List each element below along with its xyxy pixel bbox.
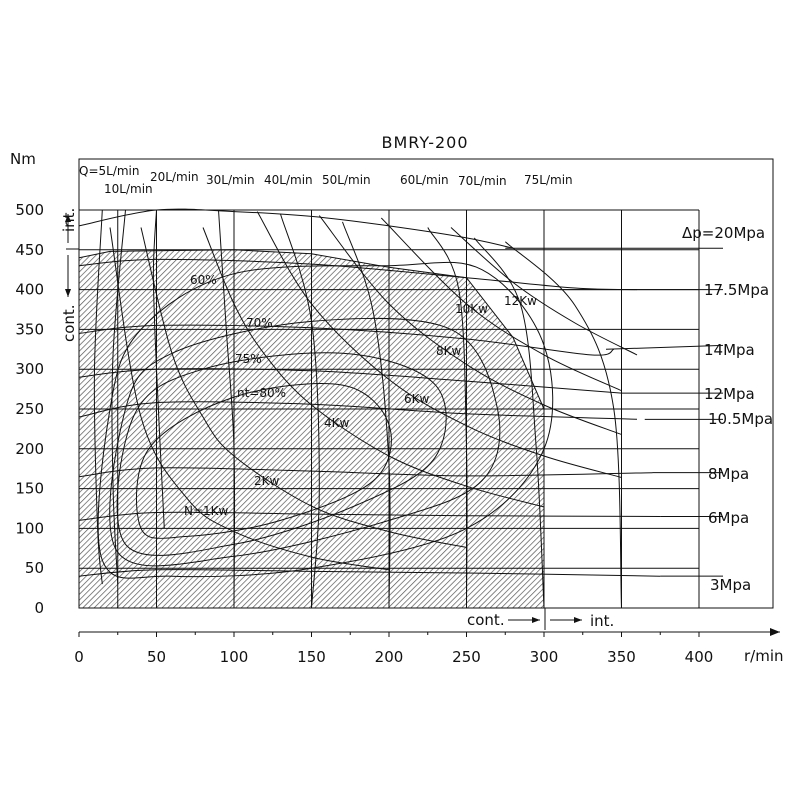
flow-label-70: 70L/min — [458, 174, 507, 188]
efficiency-label-60: 60% — [190, 273, 217, 287]
y-tick-label: 450 — [15, 241, 44, 259]
pressure-line — [78, 324, 615, 356]
power-line — [140, 227, 467, 548]
efficiency-contour — [116, 352, 447, 556]
x-axis-arrow — [770, 628, 780, 636]
power-line — [380, 217, 622, 392]
y-tick-label: 150 — [15, 480, 44, 498]
efficiency-contour — [135, 383, 392, 539]
flow-line — [152, 209, 165, 529]
efficiency-label-75: 75% — [235, 352, 262, 366]
flow-line — [111, 209, 126, 585]
power-lines — [109, 211, 638, 571]
efficiency-label-80: nt=80% — [237, 386, 286, 400]
power-labels: N=1Kw 2Kw 4Kw 6Kw 8Kw 10Kw 12Kw — [184, 294, 537, 518]
flow-line — [93, 209, 103, 585]
cont-speed-arrowhead — [532, 617, 540, 623]
pressure-leader — [605, 344, 724, 350]
power-label-4: 4Kw — [324, 416, 350, 430]
y-tick-label: 100 — [15, 519, 44, 537]
efficiency-contours — [97, 261, 554, 579]
y-tick-labels: 0 50 100 150 200 250 300 350 400 450 500 — [15, 201, 44, 617]
efficiency-labels: 60% 70% 75% nt=80% — [190, 273, 286, 400]
flow-line — [218, 209, 236, 609]
power-label-10: 10Kw — [455, 302, 488, 316]
y-tick-label: 250 — [15, 400, 44, 418]
pressure-label-20: Δp=20Mpa — [682, 224, 765, 242]
x-tick-label: 250 — [452, 648, 481, 666]
flow-label-5: Q=5L/min — [79, 164, 140, 178]
x-tick-label: 0 — [74, 648, 84, 666]
flow-line — [280, 213, 320, 609]
power-label-12: 12Kw — [504, 294, 537, 308]
x-tick-label: 50 — [147, 648, 166, 666]
pressure-label-3: 3Mpa — [710, 576, 751, 594]
int-torque-label: int. — [60, 208, 78, 232]
power-line — [450, 227, 638, 356]
pressure-line — [78, 368, 622, 394]
x-tick-label: 100 — [220, 648, 249, 666]
x-tick-label: 300 — [530, 648, 559, 666]
efficiency-contour — [97, 261, 554, 579]
y-tick-label: 50 — [25, 559, 44, 577]
pressure-label-14: 14Mpa — [704, 341, 755, 359]
flow-line — [473, 237, 545, 609]
pressure-label-17.5: 17.5Mpa — [704, 281, 769, 299]
flow-label-40: 40L/min — [264, 173, 313, 187]
pressure-line — [78, 401, 638, 420]
x-tick-label: 150 — [297, 648, 326, 666]
pressure-label-12: 12Mpa — [704, 385, 755, 403]
flow-line — [427, 227, 468, 609]
flow-label-30: 30L/min — [206, 173, 255, 187]
power-label-1: N=1Kw — [184, 504, 229, 518]
flow-labels: Q=5L/min 10L/min 20L/min 30L/min 40L/min… — [79, 164, 573, 196]
pressure-label-10.5: 10.5Mpa — [708, 410, 773, 428]
x-axis-unit: r/min — [744, 647, 784, 665]
y-tick-label: 300 — [15, 360, 44, 378]
y-tick-label: 0 — [34, 599, 44, 617]
power-label-8: 8Kw — [436, 344, 462, 358]
pressure-line — [78, 569, 661, 577]
y-axis-unit: Nm — [10, 150, 36, 168]
y-tick-label: 200 — [15, 440, 44, 458]
pressure-labels: Δp=20Mpa 17.5Mpa 14Mpa 12Mpa 10.5Mpa 8Mp… — [682, 224, 773, 594]
flow-label-75: 75L/min — [524, 173, 573, 187]
chart-title: BMRY-200 — [381, 133, 468, 152]
efficiency-contour — [109, 317, 501, 567]
y-tick-label: 500 — [15, 201, 44, 219]
pressure-label-6: 6Mpa — [708, 509, 749, 527]
power-line — [202, 227, 545, 508]
power-line — [318, 215, 622, 435]
cont-torque-label: cont. — [60, 304, 78, 342]
x-tick-labels: 0 50 100 150 200 250 300 350 400 — [74, 632, 713, 666]
flow-lines — [93, 209, 622, 609]
flow-line — [504, 241, 622, 609]
flow-label-60: 60L/min — [400, 173, 449, 187]
cont-speed-label: cont. — [467, 611, 505, 629]
efficiency-label-70: 70% — [246, 316, 273, 330]
y-tick-label: 350 — [15, 320, 44, 338]
power-label-2: 2Kw — [254, 474, 280, 488]
int-speed-arrowhead — [574, 617, 582, 623]
int-speed-label: int. — [590, 612, 614, 630]
power-line — [256, 211, 622, 478]
x-tick-label: 350 — [607, 648, 636, 666]
int-torque-arrowhead — [65, 214, 71, 222]
flow-label-50: 50L/min — [322, 173, 371, 187]
y-tick-label: 400 — [15, 281, 44, 299]
power-line — [109, 227, 390, 571]
x-tick-label: 200 — [375, 648, 404, 666]
cont-torque-arrowhead — [65, 289, 71, 297]
pressure-line — [78, 467, 653, 478]
flow-label-10: 10L/min — [104, 182, 153, 196]
x-tick-label: 400 — [685, 648, 714, 666]
flow-line — [342, 221, 391, 609]
pressure-line — [78, 258, 638, 291]
pressure-label-8: 8Mpa — [708, 465, 749, 483]
flow-label-20: 20L/min — [150, 170, 199, 184]
pressure-lines — [78, 208, 724, 577]
power-label-6: 6Kw — [404, 392, 430, 406]
